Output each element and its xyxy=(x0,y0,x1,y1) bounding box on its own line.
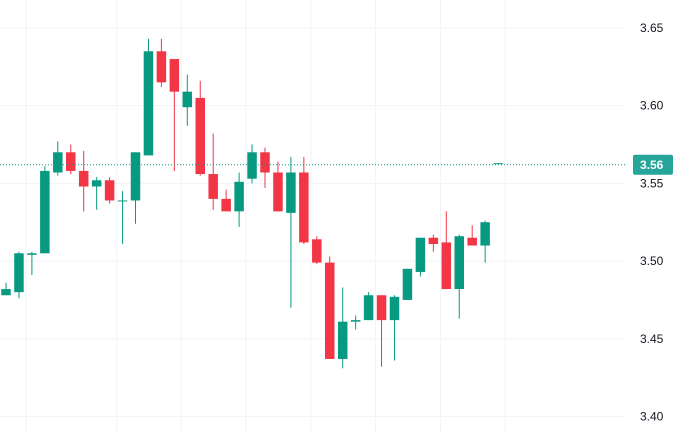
candle[interactable] xyxy=(273,161,283,212)
candle[interactable] xyxy=(454,234,465,319)
candle-body xyxy=(40,170,50,254)
y-tick-label: 3.50 xyxy=(640,254,664,268)
candle[interactable] xyxy=(27,251,37,276)
candle[interactable] xyxy=(169,59,180,171)
candle-body xyxy=(480,222,490,246)
candle[interactable] xyxy=(480,220,490,263)
candle-body xyxy=(454,236,464,290)
candle-body xyxy=(286,172,296,213)
candle-body xyxy=(182,91,193,108)
candle-body xyxy=(402,268,413,300)
y-tick-label: 3.65 xyxy=(640,21,664,35)
grid xyxy=(0,0,625,432)
candle-body xyxy=(221,198,231,212)
candle-body xyxy=(467,237,477,246)
candle-body xyxy=(247,152,257,179)
candle-body xyxy=(130,152,141,201)
price-axis: 3.40 3.45 3.50 3.55 3.60 3.65 3.56 xyxy=(633,21,673,423)
candle-body xyxy=(363,295,374,321)
candle-body xyxy=(337,321,348,359)
candle[interactable] xyxy=(247,144,257,184)
candle[interactable] xyxy=(299,156,309,244)
candle-body xyxy=(91,180,102,187)
candle-body xyxy=(415,237,426,272)
y-tick-label: 3.45 xyxy=(640,332,664,346)
current-price-label: 3.56 xyxy=(640,158,664,172)
candle-body xyxy=(53,152,63,173)
candle-body xyxy=(117,200,128,202)
candle[interactable] xyxy=(363,292,374,321)
y-tick-label: 3.40 xyxy=(640,409,664,423)
candle[interactable] xyxy=(337,287,348,369)
candle[interactable] xyxy=(1,282,11,296)
candle-body xyxy=(273,172,283,212)
current-price-badge-bg xyxy=(633,154,673,175)
candle[interactable] xyxy=(402,268,413,300)
candle[interactable] xyxy=(208,133,218,210)
candle-body xyxy=(14,253,24,293)
candle[interactable] xyxy=(130,152,141,224)
candle[interactable] xyxy=(286,156,296,308)
candle-body xyxy=(156,51,167,83)
candle[interactable] xyxy=(78,150,89,212)
candle[interactable] xyxy=(312,236,322,265)
candle-body xyxy=(143,51,154,156)
candle[interactable] xyxy=(14,251,24,299)
y-tick-label: 3.55 xyxy=(640,176,664,190)
candle[interactable] xyxy=(260,147,270,189)
candle-body xyxy=(1,289,11,296)
candle-body xyxy=(312,239,322,263)
candle[interactable] xyxy=(350,315,361,330)
candle[interactable] xyxy=(441,211,452,290)
candle-body xyxy=(428,237,439,244)
candle[interactable] xyxy=(415,237,426,277)
candle-body xyxy=(441,242,452,290)
candle[interactable] xyxy=(143,38,154,156)
candle-body xyxy=(78,170,89,187)
candle-body xyxy=(389,296,400,321)
candle[interactable] xyxy=(40,166,50,254)
candle[interactable] xyxy=(325,256,335,359)
candle-body xyxy=(234,181,244,212)
candle-body xyxy=(208,174,218,199)
candle[interactable] xyxy=(53,141,63,176)
candle[interactable] xyxy=(389,295,400,361)
candle-body xyxy=(66,152,76,171)
candles xyxy=(1,38,503,369)
candle[interactable] xyxy=(467,225,477,246)
candle[interactable] xyxy=(428,234,439,252)
candle-body xyxy=(27,253,37,255)
candle[interactable] xyxy=(195,80,206,176)
candle-body xyxy=(169,59,180,92)
candle-body xyxy=(376,295,387,321)
candle-body xyxy=(325,262,335,359)
candle[interactable] xyxy=(493,163,503,165)
candle-body xyxy=(493,163,503,165)
y-tick-label: 3.60 xyxy=(640,99,664,113)
candle[interactable] xyxy=(221,189,231,212)
candle-body xyxy=(260,152,270,173)
candle-body xyxy=(104,180,115,201)
candle[interactable] xyxy=(234,172,244,227)
candle-body xyxy=(195,97,205,175)
current-price-badge: 3.56 xyxy=(633,154,673,175)
candle-body xyxy=(350,320,361,322)
candle[interactable] xyxy=(156,38,167,88)
candle[interactable] xyxy=(376,295,387,367)
candle[interactable] xyxy=(91,177,102,210)
candle[interactable] xyxy=(182,74,193,126)
candle[interactable] xyxy=(104,177,115,204)
candle[interactable] xyxy=(117,191,128,244)
candle[interactable] xyxy=(66,144,76,175)
candle-body xyxy=(299,172,309,243)
